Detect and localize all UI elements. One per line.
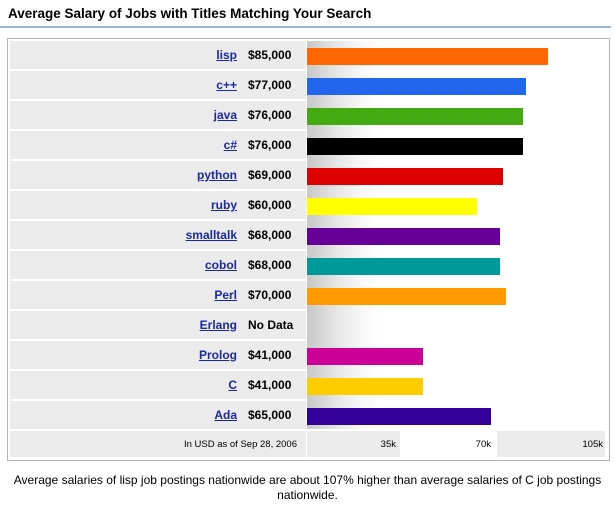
chart-row: java $76,000 [10,101,306,129]
salary-comparison-caption: Average salaries of lisp job postings na… [13,473,602,502]
chart-row: python $69,000 [10,161,306,189]
category-link[interactable]: Perl [214,288,237,302]
x-tick-label: 105k [582,439,603,450]
salary-bar [307,348,423,365]
category-link[interactable]: java [213,108,237,122]
salary-bar [307,258,500,275]
salary-chart: In USD as of Sep 28, 2006 35k 70k 105k l… [7,38,610,461]
category-link[interactable]: cobol [205,258,237,272]
salary-value-label: $68,000 [248,258,292,272]
plot-area [307,41,605,429]
salary-bar [307,78,526,95]
chart-row: C $41,000 [10,371,306,399]
category-link[interactable]: c# [223,138,237,152]
category-link[interactable]: C [228,378,237,392]
chart-footnote: In USD as of Sep 28, 2006 [183,439,297,450]
category-link[interactable]: Erlang [199,318,237,332]
salary-value-label: $68,000 [248,228,292,242]
salary-value-label: $65,000 [248,408,292,422]
chart-row: c# $76,000 [10,131,306,159]
category-link[interactable]: python [197,168,237,182]
chart-row: lisp $85,000 [10,41,306,69]
tick-cell-1: 35k [307,431,400,457]
tick-cell-3: 105k [497,431,605,457]
salary-bar [307,228,500,245]
chart-row: c++ $77,000 [10,71,306,99]
chart-row: Ada $65,000 [10,401,306,429]
category-link[interactable]: ruby [210,198,237,212]
salary-bar [307,108,523,125]
title-divider [0,26,611,28]
salary-value-label: $76,000 [248,138,292,152]
salary-value-label: $41,000 [248,348,292,362]
chart-row: Erlang No Data [10,311,306,339]
salary-value-label: $69,000 [248,168,292,182]
category-link[interactable]: smalltalk [185,228,237,242]
category-link[interactable]: lisp [216,48,237,62]
category-link[interactable]: Ada [214,408,237,422]
salary-bar [307,288,506,305]
salary-bar [307,48,548,65]
page-title: Average Salary of Jobs with Titles Match… [8,6,372,21]
salary-bar [307,378,423,395]
salary-bar [307,138,523,155]
salary-bar [307,168,503,185]
salary-bar [307,198,477,215]
footnote-cell: In USD as of Sep 28, 2006 [10,431,306,457]
tick-cell-2: 70k [402,431,495,457]
chart-row: cobol $68,000 [10,251,306,279]
chart-row: Perl $70,000 [10,281,306,309]
salary-value-label: $60,000 [248,198,292,212]
salary-value-label: No Data [248,318,294,332]
category-link[interactable]: c++ [216,78,237,92]
category-link[interactable]: Prolog [199,348,237,362]
x-tick-label: 70k [475,439,491,450]
chart-row: smalltalk $68,000 [10,221,306,249]
chart-row: Prolog $41,000 [10,341,306,369]
salary-value-label: $76,000 [248,108,292,122]
salary-value-label: $70,000 [248,288,292,302]
chart-row: ruby $60,000 [10,191,306,219]
salary-bar [307,408,491,425]
salary-value-label: $41,000 [248,378,292,392]
salary-value-label: $77,000 [248,78,292,92]
salary-value-label: $85,000 [248,48,292,62]
x-tick-label: 35k [380,439,396,450]
